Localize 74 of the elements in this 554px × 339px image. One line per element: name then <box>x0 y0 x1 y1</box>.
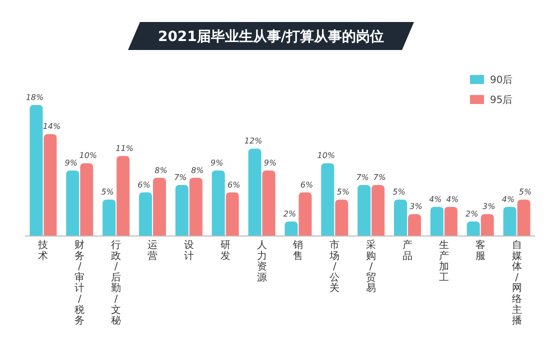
bar <box>321 163 334 236</box>
bar <box>298 192 312 236</box>
bar <box>503 206 516 236</box>
data-label: 5% <box>518 188 532 197</box>
data-label: 7% <box>174 173 187 182</box>
data-label: 2% <box>466 209 478 218</box>
bar <box>116 156 130 236</box>
data-label: 9% <box>64 158 78 168</box>
data-label: 8% <box>191 166 204 175</box>
data-label: 14% <box>42 122 61 132</box>
x-tick-label: 设计 <box>184 239 194 262</box>
chart-title: 2021届毕业生从事/打算从事的岗位 <box>158 29 384 45</box>
data-label: 6% <box>300 180 314 190</box>
bar <box>466 221 480 236</box>
bar <box>444 206 458 236</box>
legend-label: 90后 <box>490 74 513 86</box>
bar <box>372 185 385 236</box>
data-label: 4% <box>502 194 515 204</box>
data-label: 3% <box>410 202 422 212</box>
data-label: 5% <box>101 188 114 197</box>
bar <box>139 192 152 236</box>
x-tick-label: 研发 <box>220 240 230 262</box>
bar <box>153 178 166 236</box>
bar <box>284 221 298 236</box>
bar <box>66 170 80 236</box>
bar <box>44 134 57 236</box>
bar <box>175 185 188 236</box>
data-label: 3% <box>482 202 496 212</box>
data-label: 6% <box>138 180 150 190</box>
bar <box>226 192 239 236</box>
bar <box>212 170 225 236</box>
bar <box>30 105 43 236</box>
bar <box>262 170 276 236</box>
data-label: 6% <box>228 180 240 190</box>
x-tick-label: 生产加工 <box>438 239 449 284</box>
x-tick-label: 财务/审计/税务 <box>74 239 85 327</box>
x-tick-label: 采购/贸易 <box>366 239 376 294</box>
data-label: 18% <box>26 93 44 102</box>
bar <box>248 148 262 236</box>
x-tick-label: 人力资源 <box>256 240 267 284</box>
data-label: 12% <box>244 136 262 146</box>
bar <box>480 214 494 236</box>
bar <box>335 200 348 236</box>
x-tick-label: 技术 <box>37 239 48 262</box>
x-tick-label: 市场/公关 <box>328 239 340 294</box>
x-tick-label: 自媒体/网络主播 <box>512 239 522 327</box>
data-label: 2% <box>283 209 296 218</box>
bar <box>358 185 371 236</box>
bar <box>80 163 94 236</box>
data-label: 5% <box>336 188 350 197</box>
data-label: 9% <box>210 158 224 168</box>
bar <box>517 200 530 236</box>
data-label: 4% <box>429 194 442 204</box>
data-label: 7% <box>356 173 369 182</box>
x-tick-label: 运营 <box>148 239 158 262</box>
bar <box>189 178 202 236</box>
data-label: 7% <box>373 173 386 182</box>
bar <box>408 214 421 236</box>
data-label: 10% <box>79 151 98 160</box>
legend-label: 95后 <box>490 94 513 106</box>
x-tick-label: 行政/后勤/文秘 <box>111 240 122 327</box>
bar <box>394 200 407 236</box>
title: 2021届毕业生从事/打算从事的岗位 <box>128 22 414 50</box>
bar <box>102 200 116 236</box>
x-tick-label: 销售 <box>292 240 304 262</box>
x-tick-label: 产品 <box>402 239 412 262</box>
data-label: 5% <box>392 188 406 197</box>
data-label: 10% <box>317 151 336 160</box>
x-tick-label: 客服 <box>475 239 486 262</box>
bar <box>430 206 444 236</box>
data-label: 11% <box>116 144 134 153</box>
data-label: 4% <box>446 194 459 204</box>
data-label: 8% <box>154 166 168 175</box>
data-label: 9% <box>264 158 277 168</box>
